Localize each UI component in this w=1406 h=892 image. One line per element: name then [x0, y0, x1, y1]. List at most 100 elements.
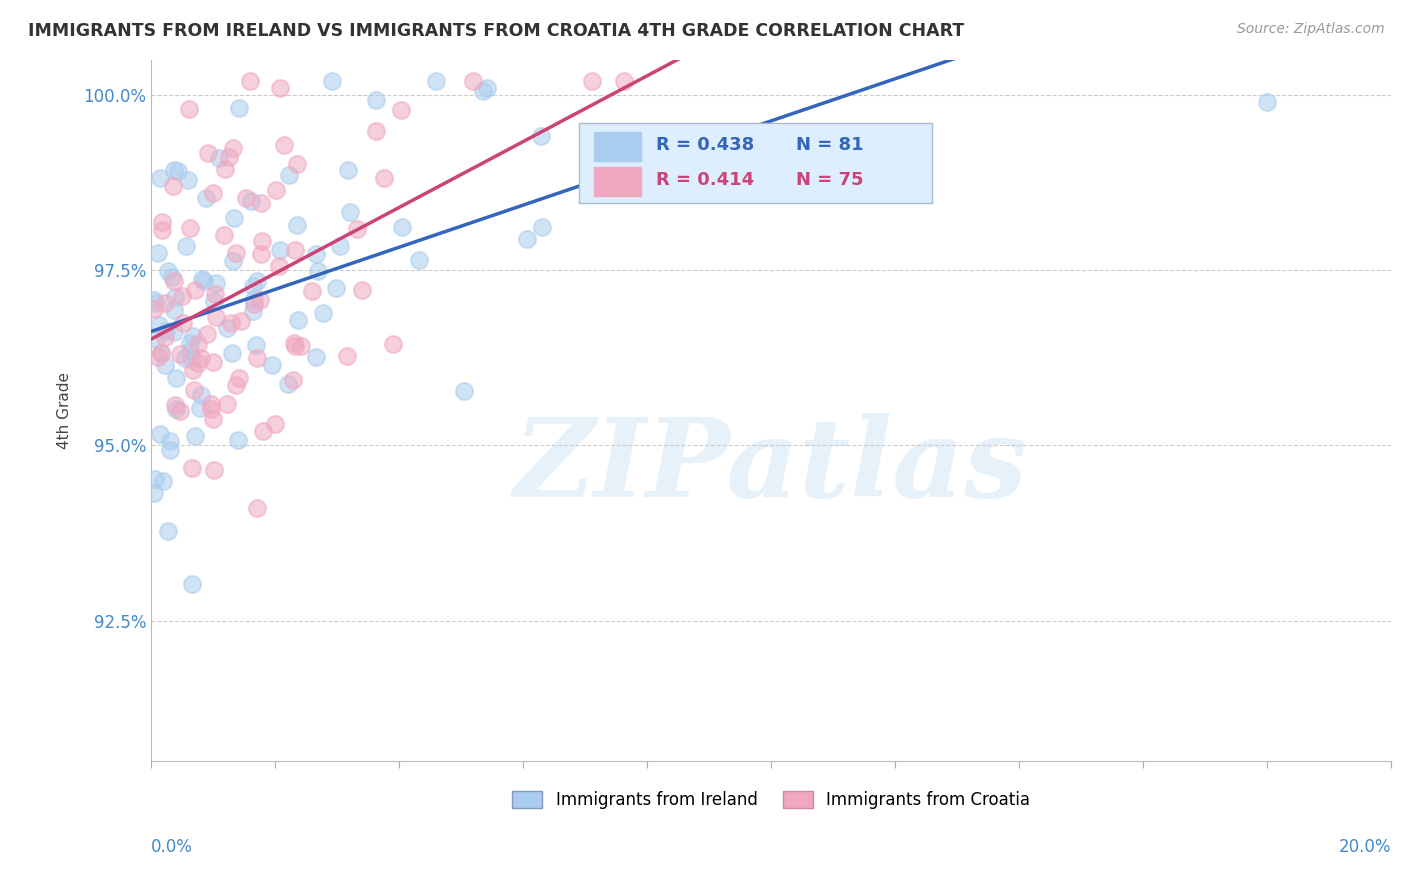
Point [166, 164, 188, 178]
Point [277, 376, 299, 391]
Point [146, 246, 169, 260]
Point [153, 330, 176, 344]
Point [180, 577, 202, 591]
Point [285, 218, 308, 232]
Point [165, 371, 187, 385]
Point [191, 272, 214, 286]
Point [162, 274, 184, 288]
Point [165, 290, 187, 304]
Point [193, 274, 215, 288]
Point [145, 333, 167, 347]
Point [305, 246, 328, 260]
Point [285, 157, 308, 171]
Point [364, 123, 387, 137]
Point [179, 344, 201, 359]
Point [195, 191, 218, 205]
Point [235, 191, 257, 205]
Point [181, 328, 204, 343]
Point [262, 358, 284, 372]
Point [143, 486, 166, 500]
Point [204, 310, 226, 325]
Point [531, 219, 554, 234]
Point [461, 73, 484, 87]
Point [516, 232, 538, 246]
Point [266, 183, 288, 197]
Point [148, 318, 170, 332]
Point [155, 324, 177, 338]
Point [252, 234, 274, 248]
Point [246, 351, 269, 366]
Point [290, 339, 312, 353]
Point [202, 355, 225, 369]
Point [425, 73, 447, 87]
Point [284, 243, 307, 257]
Point [149, 427, 172, 442]
Point [169, 404, 191, 418]
Point [183, 283, 205, 297]
Point [195, 326, 218, 341]
Point [250, 246, 273, 260]
Point [156, 524, 179, 539]
Point [269, 244, 291, 258]
Point [201, 186, 224, 201]
Point [312, 306, 335, 320]
Point [187, 337, 209, 351]
Point [152, 474, 174, 488]
Point [287, 313, 309, 327]
Point [335, 350, 357, 364]
Point [389, 103, 412, 117]
Point [391, 220, 413, 235]
Point [179, 221, 201, 235]
Point [208, 152, 231, 166]
Point [205, 276, 228, 290]
Point [222, 253, 245, 268]
Point [150, 223, 173, 237]
Point [172, 316, 194, 330]
Point [242, 292, 264, 306]
Point [228, 371, 250, 385]
Point [160, 270, 183, 285]
Point [165, 401, 187, 416]
Point [242, 279, 264, 293]
Point [162, 179, 184, 194]
Point [202, 412, 225, 426]
Point [202, 293, 225, 308]
Point [202, 463, 225, 477]
Text: IMMIGRANTS FROM IRELAND VS IMMIGRANTS FROM CROATIA 4TH GRADE CORRELATION CHART: IMMIGRANTS FROM IRELAND VS IMMIGRANTS FR… [28, 22, 965, 40]
Point [381, 337, 404, 351]
Point [229, 314, 252, 328]
Text: 20.0%: 20.0% [1339, 838, 1391, 855]
Point [165, 398, 187, 412]
Point [581, 73, 603, 87]
Point [475, 81, 498, 95]
Point [222, 141, 245, 155]
Text: Source: ZipAtlas.com: Source: ZipAtlas.com [1237, 22, 1385, 37]
Point [240, 194, 263, 208]
Point [273, 137, 295, 152]
Point [252, 424, 274, 438]
Point [623, 169, 645, 184]
Point [453, 384, 475, 398]
Point [157, 264, 180, 278]
Point [163, 163, 186, 178]
Point [352, 283, 374, 297]
Point [472, 84, 495, 98]
Point [284, 339, 307, 353]
Point [228, 101, 250, 115]
Point [162, 325, 184, 339]
Point [177, 173, 200, 187]
Point [190, 388, 212, 402]
Point [179, 336, 201, 351]
Text: R = 0.414: R = 0.414 [655, 171, 754, 189]
FancyBboxPatch shape [593, 132, 641, 161]
Point [204, 286, 226, 301]
Point [283, 336, 305, 351]
Point [364, 93, 387, 107]
Text: R = 0.438: R = 0.438 [655, 136, 754, 154]
Point [150, 215, 173, 229]
Point [183, 384, 205, 398]
Point [190, 351, 212, 365]
Point [155, 296, 177, 310]
Point [325, 281, 347, 295]
Point [228, 434, 250, 448]
